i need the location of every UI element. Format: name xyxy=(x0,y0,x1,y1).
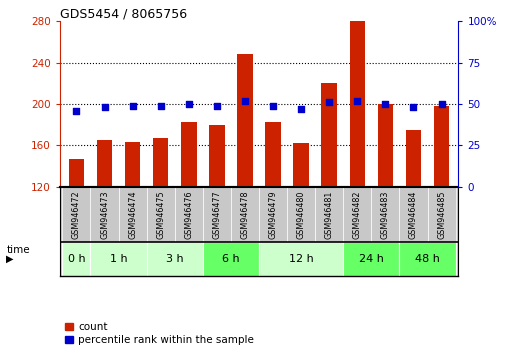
Text: GSM946476: GSM946476 xyxy=(184,190,193,239)
Bar xyxy=(231,187,259,242)
Bar xyxy=(62,187,91,242)
Bar xyxy=(259,187,287,242)
Text: 6 h: 6 h xyxy=(222,254,240,264)
Text: GSM946481: GSM946481 xyxy=(325,190,334,239)
Point xyxy=(241,98,249,104)
Point xyxy=(353,98,362,104)
Bar xyxy=(399,187,427,242)
Bar xyxy=(153,138,168,187)
Bar xyxy=(97,140,112,187)
Bar xyxy=(237,55,253,187)
Point xyxy=(325,99,334,105)
Text: GSM946477: GSM946477 xyxy=(212,190,221,239)
Point xyxy=(73,108,81,114)
Text: 3 h: 3 h xyxy=(166,254,183,264)
Point xyxy=(100,104,109,110)
Bar xyxy=(175,187,203,242)
Bar xyxy=(343,187,371,242)
Text: GSM946483: GSM946483 xyxy=(381,190,390,239)
Bar xyxy=(181,122,196,187)
Text: 0 h: 0 h xyxy=(68,254,85,264)
Text: GSM946480: GSM946480 xyxy=(297,190,306,239)
Bar xyxy=(371,187,399,242)
Bar xyxy=(315,187,343,242)
Bar xyxy=(209,125,225,187)
Point xyxy=(297,106,305,112)
Bar xyxy=(91,187,119,242)
Text: GSM946473: GSM946473 xyxy=(100,190,109,239)
Text: 12 h: 12 h xyxy=(289,254,313,264)
Point xyxy=(437,101,445,107)
Bar xyxy=(322,84,337,187)
Text: 48 h: 48 h xyxy=(415,254,440,264)
Bar xyxy=(119,187,147,242)
Point xyxy=(213,103,221,109)
Point xyxy=(409,104,418,110)
Point xyxy=(128,103,137,109)
Text: 24 h: 24 h xyxy=(359,254,384,264)
Text: GSM946479: GSM946479 xyxy=(268,190,278,239)
Bar xyxy=(406,130,421,187)
Bar xyxy=(147,187,175,242)
Bar xyxy=(399,242,456,276)
Text: time: time xyxy=(6,245,30,255)
Text: GSM946478: GSM946478 xyxy=(240,190,250,239)
Bar xyxy=(287,187,315,242)
Point xyxy=(381,101,390,107)
Bar xyxy=(125,142,140,187)
Bar xyxy=(69,159,84,187)
Bar xyxy=(434,106,449,187)
Text: GSM946474: GSM946474 xyxy=(128,190,137,239)
Text: GSM946482: GSM946482 xyxy=(353,190,362,239)
Legend: count, percentile rank within the sample: count, percentile rank within the sample xyxy=(65,322,254,345)
Point xyxy=(269,103,277,109)
Text: GSM946472: GSM946472 xyxy=(72,190,81,239)
Point xyxy=(184,101,193,107)
Text: GDS5454 / 8065756: GDS5454 / 8065756 xyxy=(60,7,186,20)
Bar xyxy=(147,242,203,276)
Bar xyxy=(62,242,91,276)
Text: GSM946484: GSM946484 xyxy=(409,190,418,239)
Text: 1 h: 1 h xyxy=(110,254,127,264)
Bar xyxy=(91,242,147,276)
Point xyxy=(156,103,165,109)
Bar xyxy=(203,187,231,242)
Bar xyxy=(259,242,343,276)
Bar xyxy=(427,187,456,242)
Bar xyxy=(203,242,259,276)
Bar xyxy=(350,19,365,187)
Bar xyxy=(378,104,393,187)
Bar xyxy=(265,122,281,187)
Bar xyxy=(293,143,309,187)
Text: ▶: ▶ xyxy=(6,254,13,264)
Bar xyxy=(343,242,399,276)
Text: GSM946485: GSM946485 xyxy=(437,190,446,239)
Text: GSM946475: GSM946475 xyxy=(156,190,165,239)
